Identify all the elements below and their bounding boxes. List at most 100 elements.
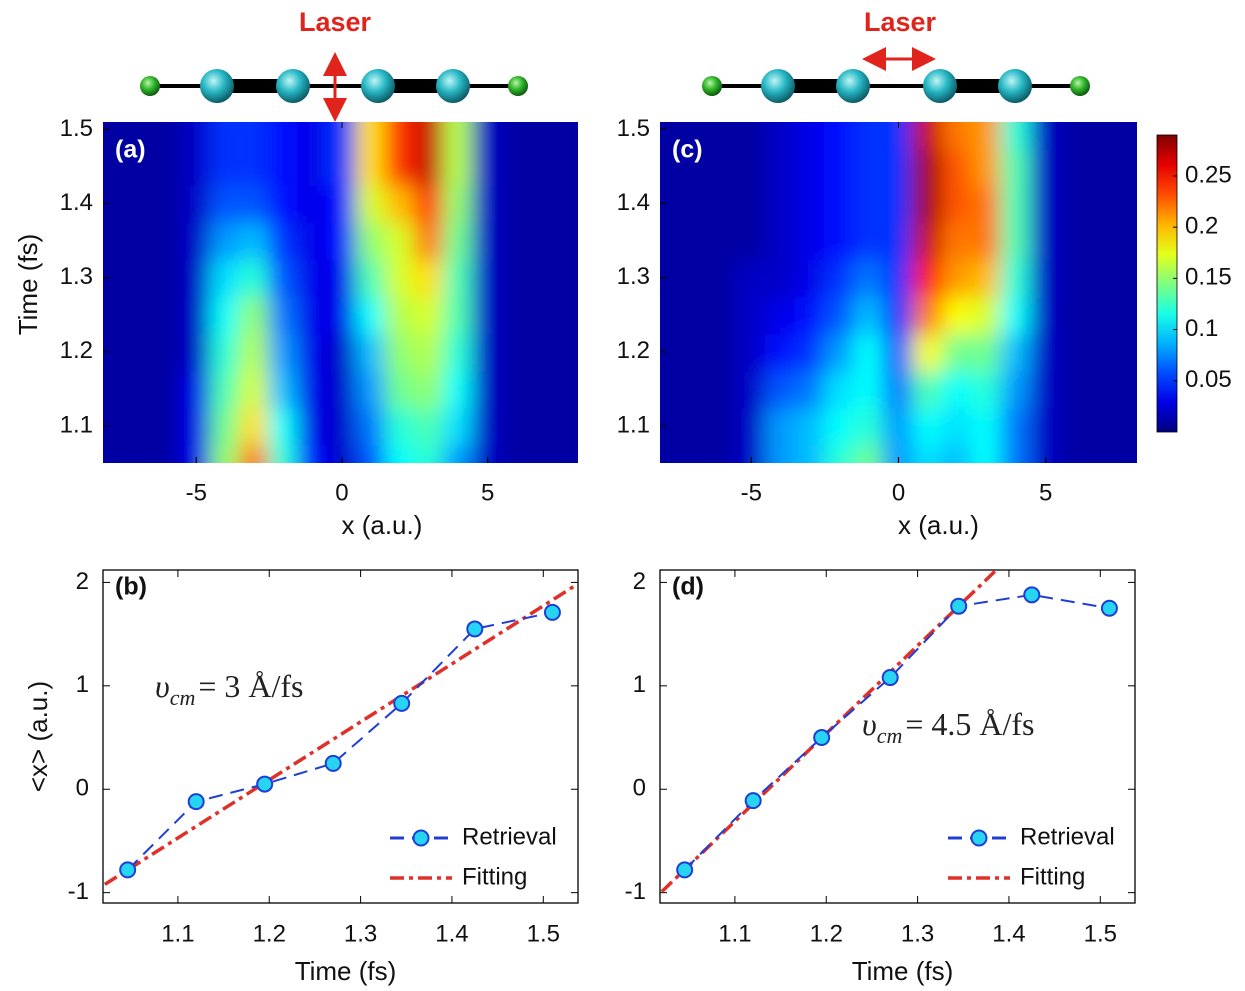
heatmap-cell [442, 184, 475, 224]
heatmap-cell [501, 184, 533, 224]
heatmap-cell [413, 221, 445, 261]
heatmap-cell [268, 369, 300, 409]
legend-label: Fitting [462, 863, 527, 890]
heatmap-cell [706, 146, 738, 187]
heatmap-cell [297, 443, 329, 463]
plot-frame [659, 569, 1136, 904]
heatmap-cell [971, 443, 1003, 463]
heatmap-cell [103, 369, 125, 409]
heatmap-cell [735, 258, 767, 298]
x-tick-label: -5 [186, 479, 207, 506]
heatmap-cell [238, 221, 271, 261]
heatmap-cell [882, 122, 915, 150]
data-point [187, 793, 205, 811]
heatmap-cell [1088, 295, 1121, 335]
heatmap-cell [1059, 332, 1091, 372]
x-tick-label: 1.3 [901, 920, 934, 947]
heatmap-cell [706, 221, 738, 261]
heatmap-cell [355, 258, 387, 298]
heatmap-cell [676, 258, 709, 298]
heatmap-cell [676, 332, 709, 372]
heatmap-cell [151, 369, 183, 409]
annotation: υcm= 4.5 Å/fs [862, 706, 1035, 748]
heatmap-cell [941, 258, 974, 298]
annotation-part: cm [170, 685, 196, 710]
heatmap-cell [501, 122, 533, 150]
heatmap-cell [103, 258, 125, 298]
heatmap-cell [151, 122, 183, 150]
heatmap [103, 122, 578, 463]
heatmap-cell [442, 146, 475, 187]
legend-marker [412, 829, 430, 847]
x-tick-label: 1.1 [718, 920, 751, 947]
heatmap-cell [530, 369, 562, 409]
heatmap-cell [559, 221, 578, 261]
heatmap-cell [1088, 443, 1121, 463]
heatmap-cell [676, 122, 709, 150]
heatmap-cell [941, 332, 974, 372]
heatmap-cell [355, 332, 387, 372]
heatmap-cell [413, 443, 445, 463]
heatmap-cell [297, 295, 329, 335]
heatmap-cell [1088, 221, 1121, 261]
heatmap-cell [238, 258, 271, 298]
heatmap-cell [794, 146, 826, 187]
heatmap-cell [103, 221, 125, 261]
heatmap-cell [180, 443, 212, 463]
heatmap-cell [941, 406, 974, 446]
heatmap-cell [326, 184, 358, 224]
heatmap-cell [268, 122, 300, 150]
heatmap-cell [238, 369, 271, 409]
heatmap-cell [1000, 146, 1032, 187]
heatmap-cell [180, 146, 212, 187]
heatmap-cell [1030, 295, 1062, 335]
heatmap-cell [326, 221, 358, 261]
x-axis-label: x (a.u.) [341, 510, 422, 540]
y-axis-label: <x> (a.u.) [23, 681, 53, 792]
heatmap-cell [853, 122, 885, 150]
heatmap-cell [559, 258, 578, 298]
heatmap-cell [971, 369, 1003, 409]
heatmap-cell [180, 221, 212, 261]
heatmap-cell [472, 369, 504, 409]
data-point [1100, 599, 1118, 617]
molecule [140, 52, 528, 122]
legend-label: Retrieval [462, 823, 557, 850]
heatmap-cell [1000, 184, 1032, 224]
heatmap-cell [559, 184, 578, 224]
colorbar [1156, 134, 1178, 433]
heatmap-cell [660, 146, 679, 187]
heatmap-cell [151, 295, 183, 335]
heatmap-cell [765, 443, 797, 463]
heatmap-cell [180, 258, 212, 298]
heatmap-cell [442, 122, 475, 150]
annotation-part: υ [862, 706, 877, 742]
heatmap-cell [384, 369, 416, 409]
colorbar-tick-label: 0.2 [1185, 213, 1218, 240]
heatmap-cell [1118, 221, 1137, 261]
heatmap-cell [1088, 122, 1121, 150]
heatmap-cell [676, 295, 709, 335]
x-tick-label: 1.5 [1084, 920, 1117, 947]
panel-label: (b) [115, 573, 147, 601]
y-tick-label: 1.4 [60, 189, 93, 216]
heatmap-cell [1118, 369, 1137, 409]
annotation-part: = 3 Å/fs [198, 668, 303, 704]
molecule [702, 47, 1090, 103]
heatmap-cell [941, 369, 974, 409]
heatmap-cell [122, 146, 154, 187]
heatmap-cell [384, 443, 416, 463]
heatmap-cell [941, 221, 974, 261]
heatmap-cell [238, 184, 271, 224]
y-tick-label: 1 [633, 671, 646, 698]
heatmap-cell [122, 295, 154, 335]
heatmap-cell [1000, 221, 1032, 261]
heatmap-cell [823, 146, 856, 187]
y-tick-label: 1.5 [60, 115, 93, 142]
heatmap-cell [971, 122, 1003, 150]
heatmap-cell [1030, 332, 1062, 372]
heatmap-cell [765, 295, 797, 335]
heatmap-cell [765, 221, 797, 261]
heatmap-cell [268, 184, 300, 224]
heatmap-cell [1000, 443, 1032, 463]
